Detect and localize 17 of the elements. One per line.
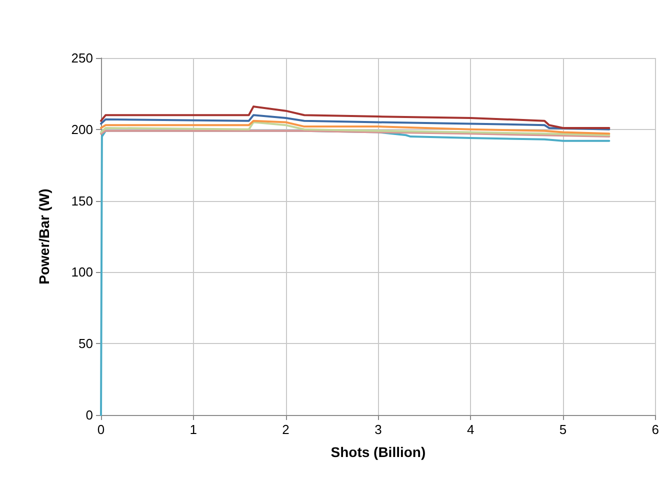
y-tick-label: 150 (71, 193, 93, 208)
x-tick-label: 3 (374, 422, 382, 437)
y-tick-label: 100 (71, 264, 93, 280)
x-tick-label: 2 (282, 422, 290, 437)
x-axis-title: Shots (Billion) (330, 444, 426, 460)
line-series (100, 106, 610, 129)
x-tick-label: 1 (190, 422, 198, 437)
line-series (100, 114, 610, 130)
x-tick-label: 6 (652, 422, 659, 437)
x-tick-label: 4 (466, 422, 474, 437)
y-axis-title: Power/Bar (W) (36, 188, 52, 284)
y-tick-label: 200 (71, 122, 93, 137)
y-tick-label: 250 (71, 50, 93, 66)
y-tick-label: 50 (78, 336, 93, 352)
x-tick-label: 0 (97, 422, 105, 437)
y-tick-label: 0 (86, 408, 93, 422)
x-tick-label: 5 (559, 422, 567, 437)
